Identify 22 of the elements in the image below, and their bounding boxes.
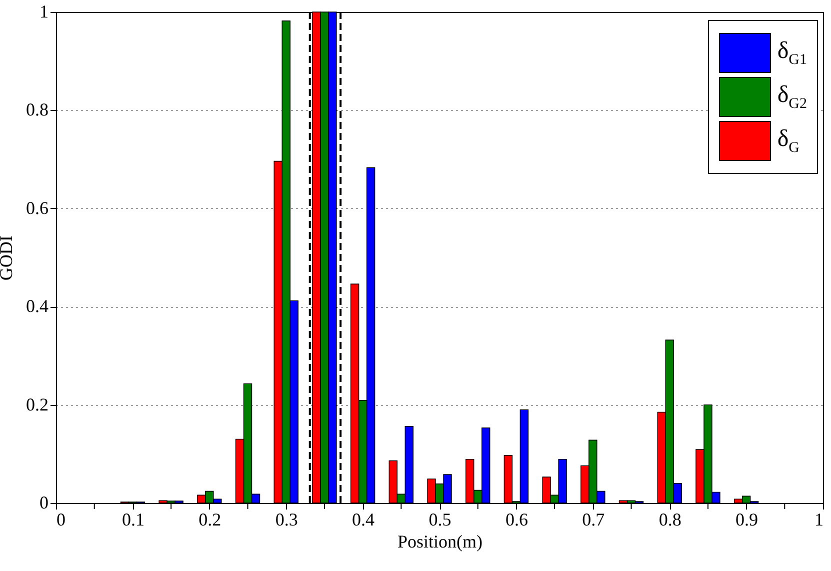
x-tick-label: 0.7: [582, 510, 605, 530]
y-tick-label: 0.4: [26, 296, 48, 316]
legend-label: δ$_{G1}$: [777, 38, 807, 68]
x-axis-title: Position(m): [397, 532, 483, 552]
x-tick-label: 1: [814, 510, 824, 530]
y-tick-label: 0: [40, 492, 48, 512]
x-tick-label: 0.1: [122, 510, 144, 530]
x-tick-label: 0.4: [352, 510, 375, 530]
x-tick-label: 0: [56, 510, 66, 530]
y-tick-label: 0.2: [26, 394, 48, 414]
x-tick-label: 0.5: [428, 510, 452, 530]
x-tick-label: 0.2: [198, 510, 222, 530]
y-tick-label: 0.8: [26, 100, 48, 120]
legend-label: δ$_{G2}$: [777, 82, 807, 112]
x-tick-label: 0.8: [658, 510, 682, 530]
legend-label: δ$_{G}$: [777, 126, 800, 156]
y-axis-title: GODI: [0, 236, 16, 280]
y-tick-label: 0.6: [26, 198, 48, 218]
y-tick-label: 1: [40, 2, 48, 22]
x-tick-label: 0.9: [736, 510, 758, 530]
x-tick-label: 0.3: [275, 510, 298, 530]
x-tick-label: 0.6: [505, 510, 528, 530]
